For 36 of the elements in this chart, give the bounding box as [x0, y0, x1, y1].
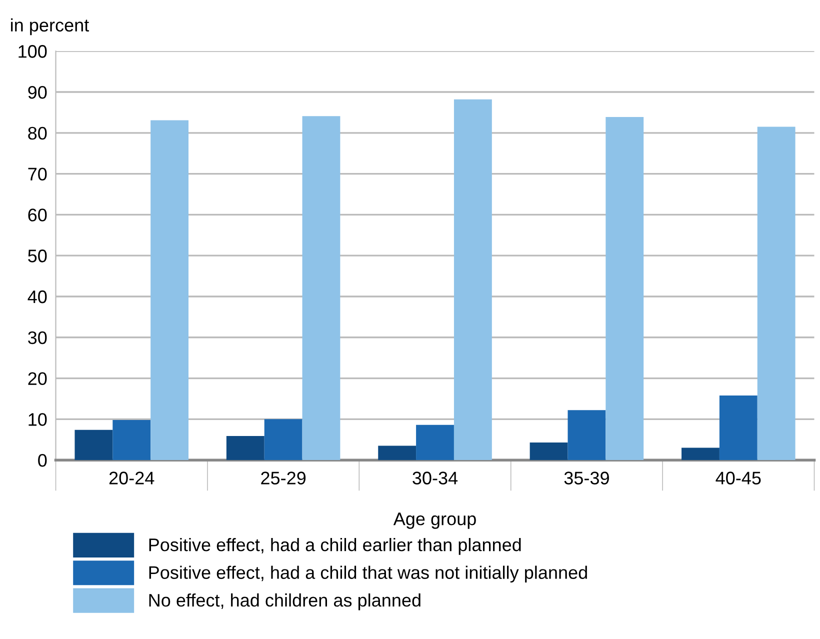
- bar: [568, 410, 606, 460]
- bar: [530, 442, 568, 460]
- x-tick-label: 30-34: [412, 472, 458, 484]
- y-axis-title: in percent: [11, 18, 89, 36]
- y-tick-label: 40: [28, 290, 47, 304]
- y-tick-label: 30: [28, 331, 47, 344]
- legend-label: Positive effect, had a child that was not initially planned: [149, 566, 587, 583]
- legend-label: No effect, had children as planned: [149, 593, 420, 610]
- bar: [302, 116, 340, 460]
- bar: [454, 99, 492, 460]
- x-tick-label: 40-45: [716, 472, 761, 484]
- bar: [226, 436, 264, 460]
- x-tick-label: 25-29: [261, 472, 306, 484]
- y-tick-label: 70: [28, 168, 47, 181]
- x-axis-title: Age group: [393, 512, 476, 529]
- bar: [719, 395, 758, 460]
- y-tick-label: 50: [28, 250, 47, 262]
- bar: [682, 448, 720, 460]
- bar: [416, 424, 454, 460]
- bar: [757, 126, 796, 460]
- y-tick-label: 90: [28, 86, 47, 99]
- x-tick-label: 20-24: [109, 472, 154, 484]
- y-tick-label: 10: [28, 413, 47, 426]
- bar: [112, 420, 151, 460]
- y-tick-label: 80: [28, 126, 47, 140]
- y-tick-label: 100: [18, 45, 47, 58]
- legend-label: Positive effect, had a child earlier than planned: [149, 538, 521, 555]
- bar: [74, 430, 113, 460]
- bar: [606, 116, 644, 460]
- y-tick-label: 0: [38, 454, 47, 467]
- y-tick-label: 60: [28, 208, 47, 222]
- bar: [150, 120, 188, 460]
- x-tick-label: 35-39: [564, 472, 609, 484]
- bar: [264, 419, 302, 460]
- y-tick-label: 20: [28, 372, 47, 386]
- bar: [378, 446, 416, 460]
